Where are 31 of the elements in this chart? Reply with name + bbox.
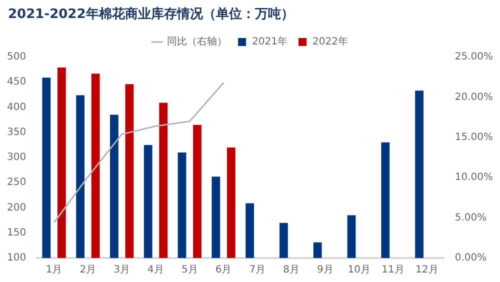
y-tick-label: 100 bbox=[6, 252, 26, 264]
x-tick-label: 6月 bbox=[215, 264, 232, 276]
y2-tick-label: 0.00% bbox=[454, 252, 487, 264]
y-tick-label: 500 bbox=[6, 52, 26, 63]
x-tick-label: 5月 bbox=[181, 264, 198, 276]
y-tick-label: 300 bbox=[6, 152, 26, 164]
y-tick-label: 350 bbox=[6, 126, 26, 138]
legend-label: 同比（右轴） bbox=[167, 36, 228, 48]
x-tick-label: 12月 bbox=[416, 264, 438, 276]
y-tick-label: 150 bbox=[6, 227, 26, 238]
y-tick-label: 450 bbox=[6, 76, 26, 88]
x-tick-label: 3月 bbox=[114, 264, 130, 276]
y-tick-label: 200 bbox=[6, 202, 26, 214]
x-tick-label: 8月 bbox=[283, 264, 300, 276]
y2-tick-label: 25.00% bbox=[454, 52, 494, 63]
y2-tick-label: 20.00% bbox=[454, 92, 494, 103]
x-tick-label: 7月 bbox=[249, 264, 266, 276]
chart-title: 2021-2022年棉花商业库存情况（单位：万吨） bbox=[7, 6, 295, 24]
y2-tick-label: 10.00% bbox=[454, 172, 494, 184]
x-tick-label: 4月 bbox=[148, 264, 164, 276]
x-tick-label: 1月 bbox=[46, 264, 62, 276]
x-tick-label: 11月 bbox=[382, 264, 404, 276]
y-tick-label: 400 bbox=[6, 102, 26, 113]
y-tick-label: 250 bbox=[6, 177, 26, 188]
x-tick-label: 2月 bbox=[80, 264, 96, 276]
x-tick-label: 9月 bbox=[317, 264, 334, 276]
y2-tick-label: 15.00% bbox=[454, 132, 494, 143]
legend-label: 2022年 bbox=[312, 36, 348, 48]
y2-tick-label: 5.00% bbox=[454, 212, 487, 224]
legend-label: 2021年 bbox=[252, 36, 288, 48]
x-tick-label: 10月 bbox=[348, 264, 370, 276]
